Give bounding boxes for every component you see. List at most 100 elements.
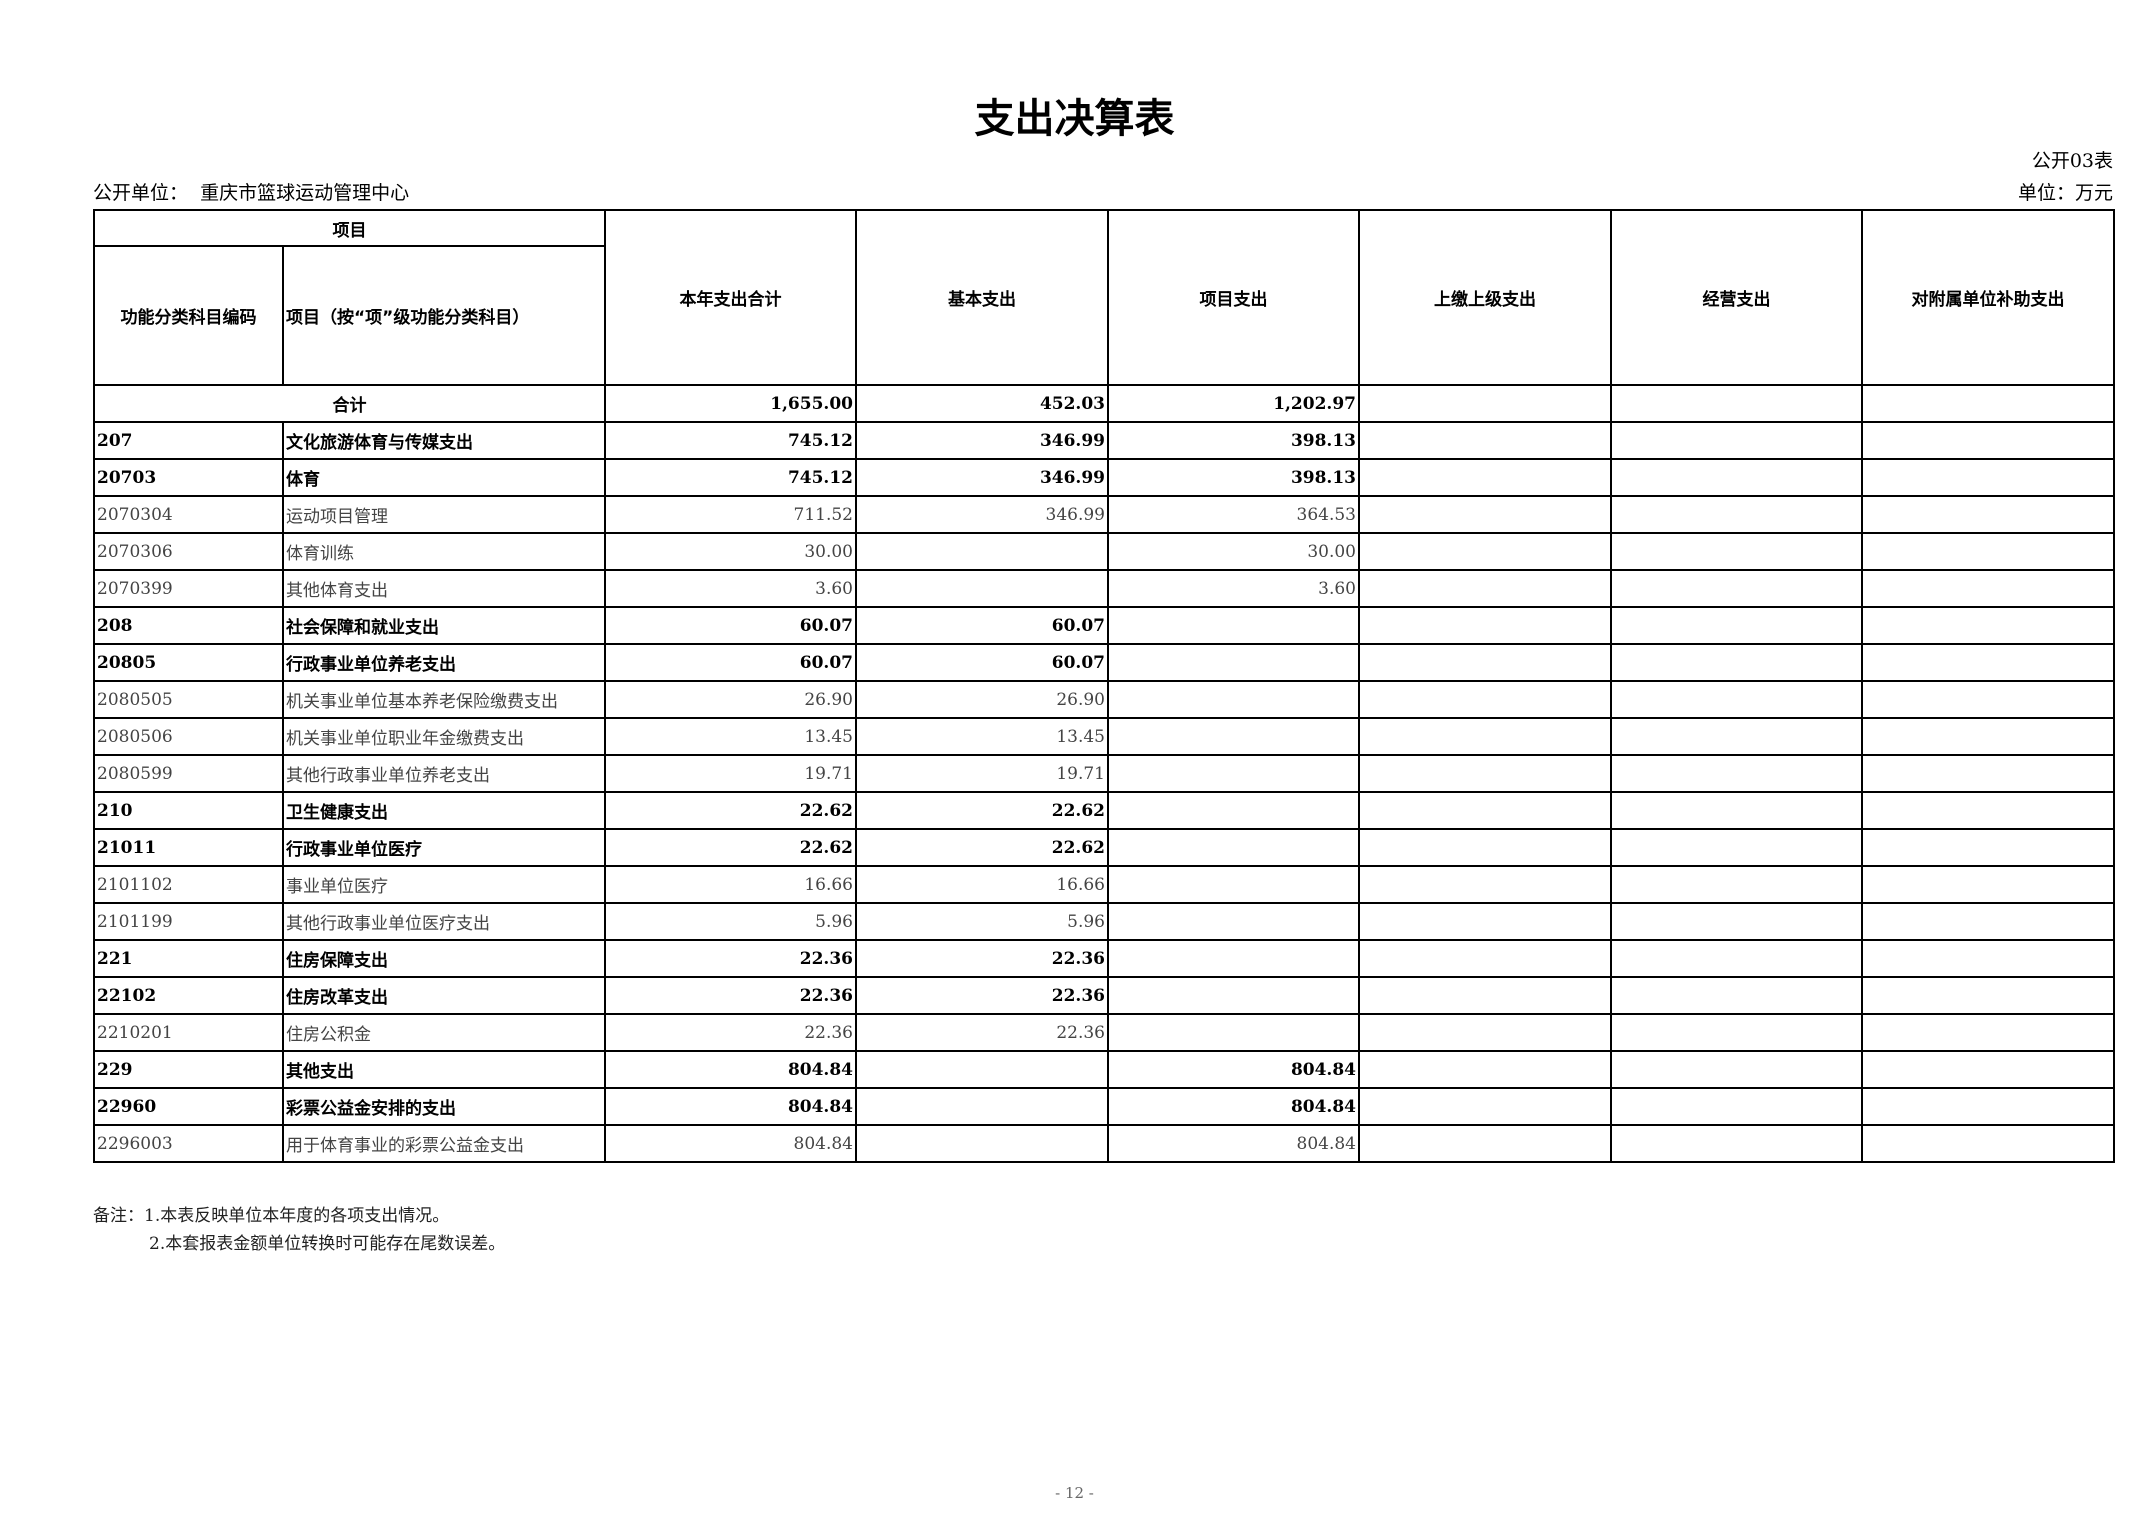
- cell-total: 804.84: [604, 1124, 857, 1163]
- cell-code: 2070306: [93, 532, 284, 571]
- cell-upper: [1358, 1087, 1612, 1126]
- cell-basic: 16.66: [855, 865, 1109, 904]
- cell-basic: 13.45: [855, 717, 1109, 756]
- cell-upper: [1358, 865, 1612, 904]
- cell-total: 745.12: [604, 421, 857, 460]
- cell-project: [1107, 643, 1360, 682]
- cell-subsidy: [1861, 384, 2115, 423]
- cell-project: [1107, 680, 1360, 719]
- note-2: 2.本套报表金额单位转换时可能存在尾数误差。: [149, 1234, 506, 1254]
- cell-code: 20805: [93, 643, 284, 682]
- cell-code: 22960: [93, 1087, 284, 1126]
- table-row: 207 文化旅游体育与传媒支出 745.12 346.99 398.13: [93, 421, 2115, 460]
- cell-business: [1610, 606, 1863, 645]
- cell-code: 207: [93, 421, 284, 460]
- cell-subsidy: [1861, 1087, 2115, 1126]
- cell-name: 机关事业单位职业年金缴费支出: [282, 717, 606, 756]
- cell-upper: [1358, 939, 1612, 978]
- header-basic: 基本支出: [855, 209, 1109, 386]
- cell-total: 711.52: [604, 495, 857, 534]
- table-row: 2101199 其他行政事业单位医疗支出 5.96 5.96: [93, 902, 2115, 941]
- cell-business: [1610, 828, 1863, 867]
- cell-basic: [855, 1124, 1109, 1163]
- cell-subsidy: [1861, 421, 2115, 460]
- cell-business: [1610, 495, 1863, 534]
- cell-code: 2101199: [93, 902, 284, 941]
- cell-total: 5.96: [604, 902, 857, 941]
- cell-basic: 5.96: [855, 902, 1109, 941]
- cell-code: 2070304: [93, 495, 284, 534]
- header-business: 经营支出: [1610, 209, 1863, 386]
- cell-code: 208: [93, 606, 284, 645]
- cell-business: [1610, 1050, 1863, 1089]
- table-row: 2296003 用于体育事业的彩票公益金支出 804.84 804.84: [93, 1124, 2115, 1163]
- cell-business: [1610, 754, 1863, 793]
- table-row: 229 其他支出 804.84 804.84: [93, 1050, 2115, 1089]
- cell-project: 1,202.97: [1107, 384, 1360, 423]
- cell-subsidy: [1861, 680, 2115, 719]
- cell-subsidy: [1861, 532, 2115, 571]
- cell-name: 体育: [282, 458, 606, 497]
- total-label: 合计: [93, 384, 606, 423]
- cell-upper: [1358, 458, 1612, 497]
- cell-business: [1610, 939, 1863, 978]
- cell-total: 19.71: [604, 754, 857, 793]
- table-row: 2070306 体育训练 30.00 30.00: [93, 532, 2115, 571]
- cell-upper: [1358, 754, 1612, 793]
- cell-code: 221: [93, 939, 284, 978]
- cell-total: 804.84: [604, 1087, 857, 1126]
- table-row: 22102 住房改革支出 22.36 22.36: [93, 976, 2115, 1015]
- table-row: 2080505 机关事业单位基本养老保险缴费支出 26.90 26.90: [93, 680, 2115, 719]
- cell-name: 其他行政事业单位医疗支出: [282, 902, 606, 941]
- cell-project: 364.53: [1107, 495, 1360, 534]
- cell-upper: [1358, 828, 1612, 867]
- cell-project: 804.84: [1107, 1087, 1360, 1126]
- cell-total: 60.07: [604, 643, 857, 682]
- header-code: 功能分类科目编码: [93, 245, 284, 386]
- cell-basic: [855, 1050, 1109, 1089]
- header-item-group: 项目: [93, 209, 606, 247]
- cell-basic: 19.71: [855, 754, 1109, 793]
- cell-business: [1610, 1124, 1863, 1163]
- cell-basic: [855, 1087, 1109, 1126]
- cell-business: [1610, 421, 1863, 460]
- cell-subsidy: [1861, 606, 2115, 645]
- cell-basic: [855, 569, 1109, 608]
- org-line: 公开单位： 重庆市篮球运动管理中心: [93, 178, 409, 205]
- cell-name: 事业单位医疗: [282, 865, 606, 904]
- cell-subsidy: [1861, 902, 2115, 941]
- cell-upper: [1358, 495, 1612, 534]
- cell-total: 13.45: [604, 717, 857, 756]
- cell-code: 2080599: [93, 754, 284, 793]
- expenditure-table: 项目 本年支出合计 基本支出 项目支出 上缴上级支出 经营支出 对附属单位补助支…: [93, 209, 2115, 1163]
- cell-subsidy: [1861, 939, 2115, 978]
- cell-project: [1107, 939, 1360, 978]
- cell-subsidy: [1861, 1124, 2115, 1163]
- header-upper: 上缴上级支出: [1358, 209, 1612, 386]
- cell-name: 住房公积金: [282, 1013, 606, 1052]
- total-row: 合计 1,655.00 452.03 1,202.97: [93, 384, 2115, 423]
- cell-project: 804.84: [1107, 1124, 1360, 1163]
- cell-project: 398.13: [1107, 458, 1360, 497]
- cell-name: 用于体育事业的彩票公益金支出: [282, 1124, 606, 1163]
- cell-project: 398.13: [1107, 421, 1360, 460]
- cell-code: 2210201: [93, 1013, 284, 1052]
- cell-code: 210: [93, 791, 284, 830]
- cell-basic: 346.99: [855, 458, 1109, 497]
- cell-name: 行政事业单位养老支出: [282, 643, 606, 682]
- cell-basic: [855, 532, 1109, 571]
- cell-project: 3.60: [1107, 569, 1360, 608]
- cell-business: [1610, 865, 1863, 904]
- cell-basic: 22.36: [855, 976, 1109, 1015]
- cell-total: 745.12: [604, 458, 857, 497]
- cell-total: 30.00: [604, 532, 857, 571]
- table-row: 208 社会保障和就业支出 60.07 60.07: [93, 606, 2115, 645]
- cell-business: [1610, 532, 1863, 571]
- cell-basic: 26.90: [855, 680, 1109, 719]
- cell-project: [1107, 717, 1360, 756]
- cell-name: 住房保障支出: [282, 939, 606, 978]
- cell-business: [1610, 717, 1863, 756]
- cell-name: 其他行政事业单位养老支出: [282, 754, 606, 793]
- notes: 备注：1.本表反映单位本年度的各项支出情况。 2.本套报表金额单位转换时可能存在…: [93, 1202, 505, 1258]
- cell-project: [1107, 791, 1360, 830]
